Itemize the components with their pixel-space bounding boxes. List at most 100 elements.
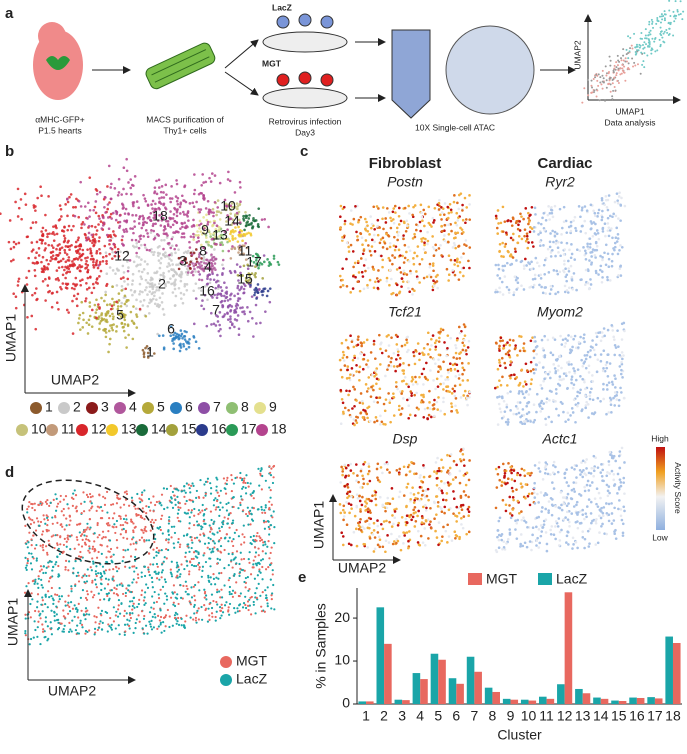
- cluster-dot: [51, 306, 54, 309]
- cluster-dot: [107, 203, 110, 206]
- cell-dot: [443, 341, 446, 344]
- cluster-dot: [168, 270, 171, 273]
- cluster-dot: [177, 248, 180, 251]
- cell-dot: [611, 265, 614, 268]
- cell-dot: [408, 397, 411, 400]
- cell-dot: [544, 259, 547, 262]
- cluster-dot: [144, 244, 147, 247]
- cell-dot: [437, 331, 440, 334]
- cell-dot: [245, 492, 247, 494]
- cell-dot: [567, 412, 570, 415]
- cell-dot: [579, 469, 582, 472]
- cell-dot: [501, 357, 504, 360]
- cell-dot: [347, 394, 350, 397]
- cell-dot: [459, 384, 462, 387]
- cell-dot: [389, 259, 392, 262]
- cell-dot: [515, 288, 518, 291]
- cell-dot: [498, 379, 501, 382]
- cell-dot: [339, 503, 342, 506]
- cell-dot: [565, 541, 568, 544]
- scatter-dot: [613, 70, 615, 72]
- cell-dot: [605, 502, 608, 505]
- cell-dot: [530, 383, 533, 386]
- cell-dot: [433, 358, 436, 361]
- cell-dot: [618, 486, 621, 489]
- cell-dot: [597, 505, 600, 508]
- cell-dot: [496, 386, 499, 389]
- cell-dot: [356, 421, 359, 424]
- cell-dot: [517, 281, 520, 284]
- cluster-dot: [118, 292, 121, 295]
- cell-dot: [462, 453, 465, 456]
- cell-dot: [352, 359, 355, 362]
- cell-dot: [397, 354, 400, 357]
- cell-dot: [616, 199, 619, 202]
- cluster-dot: [31, 250, 34, 253]
- cell-dot: [497, 264, 500, 267]
- cell-dot: [267, 605, 269, 607]
- cell-dot: [587, 270, 590, 273]
- cell-dot: [268, 528, 270, 530]
- cluster-dot: [112, 315, 115, 318]
- cluster-dot: [51, 292, 54, 295]
- cell-dot: [352, 386, 355, 389]
- cell-dot: [431, 235, 434, 238]
- cell-dot: [610, 398, 613, 401]
- cell-dot: [463, 344, 466, 347]
- cell-dot: [389, 242, 392, 245]
- cell-dot: [439, 383, 442, 386]
- cell-dot: [499, 364, 502, 367]
- cell-dot: [518, 412, 521, 415]
- scatter-dot: [641, 64, 643, 66]
- cell-dot: [501, 397, 504, 400]
- cluster-dot: [100, 317, 103, 320]
- cell-dot: [361, 400, 364, 403]
- cell-dot: [592, 235, 595, 238]
- cluster-dot: [109, 247, 112, 250]
- cell-dot: [607, 329, 610, 332]
- cell-dot: [554, 231, 557, 234]
- cell-dot: [601, 228, 604, 231]
- cluster-dot: [243, 229, 246, 232]
- cell-dot: [533, 496, 536, 499]
- cluster-dot: [36, 241, 39, 244]
- cluster-dot: [76, 251, 79, 254]
- cell-dot: [621, 447, 624, 450]
- cluster-dot: [175, 272, 178, 275]
- cluster-dot: [267, 290, 270, 293]
- cell-dot: [438, 202, 441, 205]
- cell-dot: [381, 472, 384, 475]
- cluster-dot: [225, 291, 228, 294]
- cell-dot: [88, 575, 90, 577]
- cell-dot: [608, 265, 611, 268]
- cell-dot: [426, 495, 429, 498]
- cell-dot: [452, 356, 455, 359]
- cell-dot: [423, 466, 426, 469]
- cell-dot: [623, 397, 626, 400]
- cell-dot: [397, 524, 400, 527]
- cluster-dot: [140, 244, 143, 247]
- cell-dot: [601, 197, 604, 200]
- cell-dot: [523, 422, 526, 425]
- cell-dot: [135, 548, 137, 550]
- cell-dot: [86, 523, 88, 525]
- cluster-dot: [162, 191, 165, 194]
- cell-dot: [386, 468, 389, 471]
- cell-dot: [439, 368, 442, 371]
- cell-dot: [356, 493, 359, 496]
- cell-dot: [422, 237, 425, 240]
- cell-dot: [512, 256, 515, 259]
- cluster-dot: [18, 242, 21, 245]
- cell-dot: [601, 276, 604, 279]
- cell-dot: [353, 388, 356, 391]
- cluster-dot: [213, 278, 216, 281]
- cell-dot: [552, 354, 555, 357]
- cell-dot: [498, 539, 501, 542]
- cell-dot: [541, 506, 544, 509]
- cell-dot: [610, 403, 613, 406]
- cell-dot: [557, 291, 560, 294]
- cell-dot: [253, 497, 255, 499]
- cluster-dot: [264, 310, 267, 313]
- cluster-dot: [240, 233, 243, 236]
- cell-dot: [594, 223, 597, 226]
